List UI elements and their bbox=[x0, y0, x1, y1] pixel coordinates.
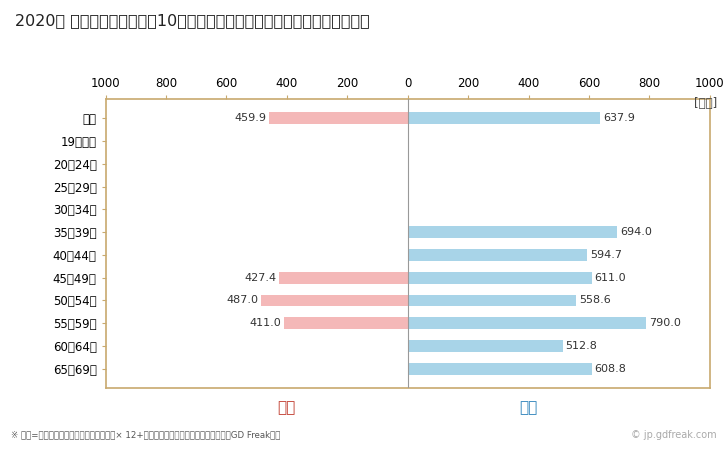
Text: 487.0: 487.0 bbox=[226, 295, 258, 305]
Text: [万円]: [万円] bbox=[694, 97, 717, 110]
Text: 459.9: 459.9 bbox=[234, 113, 266, 123]
Text: © jp.gdfreak.com: © jp.gdfreak.com bbox=[631, 430, 717, 440]
Bar bbox=[408, 249, 587, 261]
Bar bbox=[408, 340, 563, 352]
Text: 512.8: 512.8 bbox=[565, 341, 597, 351]
Text: 2020年 民間企業（従業者数10人以上）フルタイム労働者の男女別平均年収: 2020年 民間企業（従業者数10人以上）フルタイム労働者の男女別平均年収 bbox=[15, 14, 369, 28]
Text: 411.0: 411.0 bbox=[250, 318, 281, 328]
Text: 558.6: 558.6 bbox=[579, 295, 611, 305]
Bar bbox=[408, 295, 577, 306]
Bar bbox=[269, 112, 408, 124]
Text: 594.7: 594.7 bbox=[590, 250, 622, 260]
Bar bbox=[408, 112, 601, 124]
Text: 611.0: 611.0 bbox=[595, 273, 626, 283]
Bar bbox=[279, 272, 408, 284]
Text: ※ 年収=「きまって支給する現金給与額」× 12+「年間賞与その他特別給与額」としてGD Freak推計: ※ 年収=「きまって支給する現金給与額」× 12+「年間賞与その他特別給与額」と… bbox=[11, 431, 280, 440]
Bar bbox=[408, 318, 646, 329]
Text: 637.9: 637.9 bbox=[603, 113, 635, 123]
Text: 女性: 女性 bbox=[277, 400, 296, 415]
Bar bbox=[408, 272, 593, 284]
Text: 427.4: 427.4 bbox=[244, 273, 276, 283]
Text: 男性: 男性 bbox=[519, 400, 538, 415]
Bar bbox=[408, 226, 617, 238]
Text: 608.8: 608.8 bbox=[594, 364, 626, 374]
Text: 790.0: 790.0 bbox=[649, 318, 681, 328]
Bar bbox=[408, 363, 592, 375]
Text: 694.0: 694.0 bbox=[620, 227, 652, 237]
Bar bbox=[283, 318, 408, 329]
Bar bbox=[261, 295, 408, 306]
